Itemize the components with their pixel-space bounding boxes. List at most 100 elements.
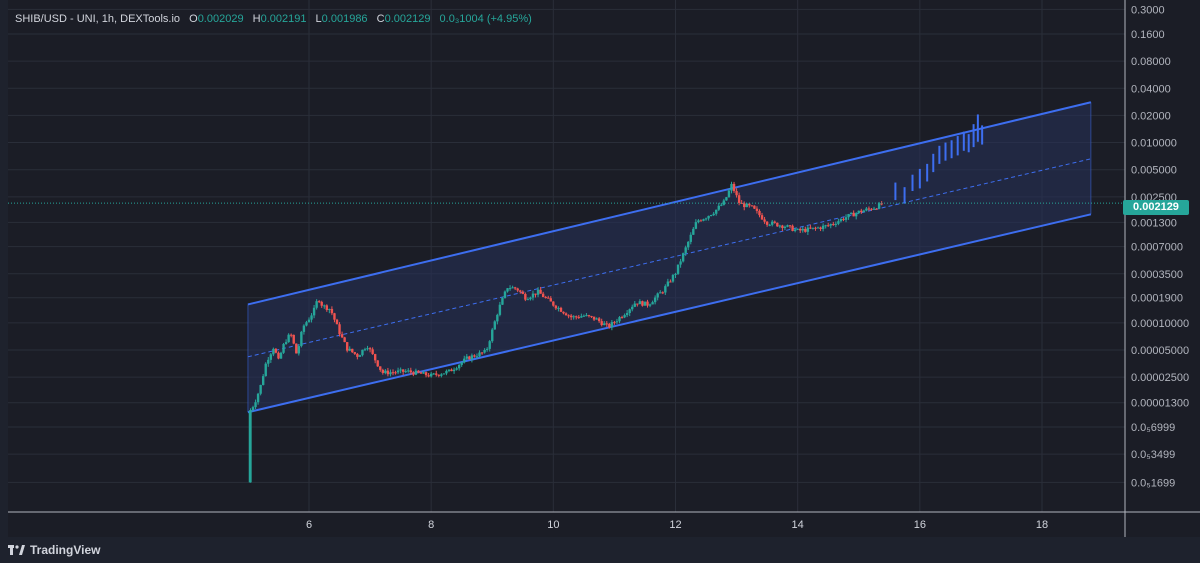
candle-body bbox=[292, 334, 295, 344]
channel-upper-line bbox=[247, 101, 1092, 306]
candle-body bbox=[424, 372, 428, 376]
candle-body bbox=[524, 293, 527, 300]
candle-body bbox=[414, 370, 418, 375]
candle-body bbox=[437, 374, 441, 376]
candle-body bbox=[819, 227, 822, 229]
channel-mid-line bbox=[247, 158, 1091, 358]
candle-body bbox=[849, 212, 853, 215]
candle-body bbox=[300, 331, 303, 347]
y-tick-label: 0.00001300 bbox=[1131, 398, 1189, 410]
candle-body bbox=[373, 354, 377, 361]
candle-body bbox=[827, 225, 830, 227]
candle-body bbox=[572, 316, 575, 318]
candle-body bbox=[547, 297, 550, 299]
candle-body bbox=[776, 222, 779, 227]
candle-body bbox=[473, 355, 476, 357]
candle-body bbox=[340, 334, 344, 338]
y-tick-label: 0.001300 bbox=[1131, 217, 1177, 229]
candle-body bbox=[302, 325, 306, 332]
open-label: O bbox=[189, 13, 198, 25]
x-tick-label: 10 bbox=[547, 519, 559, 531]
low-label: L bbox=[315, 13, 322, 25]
x-tick-label: 8 bbox=[428, 519, 434, 531]
candle-body bbox=[463, 358, 466, 363]
channel-fill bbox=[247, 102, 1091, 413]
candle-body bbox=[422, 372, 425, 374]
candle-body bbox=[597, 318, 601, 322]
candle-body bbox=[264, 363, 267, 377]
candle-body bbox=[465, 356, 468, 359]
candle-body bbox=[661, 292, 664, 294]
candle-body bbox=[325, 305, 329, 310]
candle-body bbox=[656, 293, 659, 298]
candle-body bbox=[758, 210, 761, 216]
candle-body bbox=[704, 218, 708, 220]
candle-body bbox=[720, 204, 723, 206]
candle-body bbox=[256, 393, 260, 403]
candle-body bbox=[435, 373, 438, 375]
y-tick-label: 0.1600 bbox=[1131, 29, 1165, 41]
candle-body bbox=[681, 253, 685, 262]
candle-body bbox=[768, 224, 771, 226]
candle-body bbox=[877, 203, 881, 209]
candle-body bbox=[483, 349, 486, 353]
candle-body bbox=[575, 316, 578, 318]
candle-body bbox=[814, 227, 817, 229]
candle-body bbox=[743, 203, 746, 208]
candle-body bbox=[363, 349, 367, 351]
candle-body bbox=[516, 288, 519, 291]
candle-body bbox=[842, 218, 845, 220]
candle-body bbox=[801, 228, 804, 231]
candle-body bbox=[297, 346, 301, 354]
candle-body bbox=[628, 309, 631, 314]
candle-body bbox=[608, 323, 611, 328]
low-value: 0.001986 bbox=[321, 13, 368, 25]
change-value: 0.0₃1004 bbox=[439, 13, 484, 25]
candle-body bbox=[709, 215, 713, 217]
candle-body bbox=[338, 324, 341, 335]
y-tick-label: 0.0₅3499 bbox=[1131, 449, 1175, 461]
candle-body bbox=[760, 215, 764, 220]
candle-body bbox=[501, 297, 504, 305]
high-value: 0.002191 bbox=[260, 13, 307, 25]
candle-body bbox=[796, 228, 799, 230]
tradingview-icon bbox=[8, 545, 25, 555]
candle-body bbox=[722, 200, 726, 205]
candle-body bbox=[748, 203, 751, 206]
candle-body bbox=[366, 348, 369, 350]
y-tick-label: 0.00002500 bbox=[1131, 372, 1189, 384]
candle-body bbox=[394, 372, 397, 374]
candle-body bbox=[643, 301, 647, 306]
candle-body bbox=[646, 301, 649, 306]
candle-body bbox=[503, 291, 507, 298]
candle-body bbox=[669, 281, 672, 283]
candle-body bbox=[457, 364, 461, 369]
tradingview-logo[interactable]: TradingView bbox=[8, 543, 100, 557]
candle-body bbox=[804, 228, 807, 232]
candle-body bbox=[488, 341, 491, 349]
candle-body bbox=[521, 291, 524, 294]
candle-body bbox=[689, 234, 692, 242]
candle-body bbox=[610, 322, 614, 328]
candle-body bbox=[559, 307, 563, 312]
candle-body bbox=[618, 317, 621, 322]
candle-body bbox=[750, 205, 754, 207]
candle-body bbox=[821, 225, 825, 229]
candle-body bbox=[829, 224, 832, 226]
candle-body bbox=[412, 372, 415, 375]
candle-body bbox=[631, 306, 634, 310]
candle-body bbox=[368, 348, 372, 350]
candle-body bbox=[427, 375, 430, 377]
candle-body bbox=[305, 322, 308, 326]
candle-body bbox=[531, 293, 535, 298]
candle-body bbox=[687, 241, 690, 248]
candle-body bbox=[809, 227, 812, 229]
price-chart[interactable]: 0.3000 0.1600 0.08000 0.04000 0.02000 0.01000… bbox=[0, 0, 1200, 537]
candle-body bbox=[287, 334, 290, 343]
candle-body bbox=[564, 313, 568, 316]
tradingview-label: TradingView bbox=[30, 543, 101, 557]
candle-body bbox=[824, 225, 827, 227]
candle-body bbox=[557, 307, 560, 309]
candle-body bbox=[348, 348, 351, 351]
candle-body bbox=[679, 261, 682, 265]
